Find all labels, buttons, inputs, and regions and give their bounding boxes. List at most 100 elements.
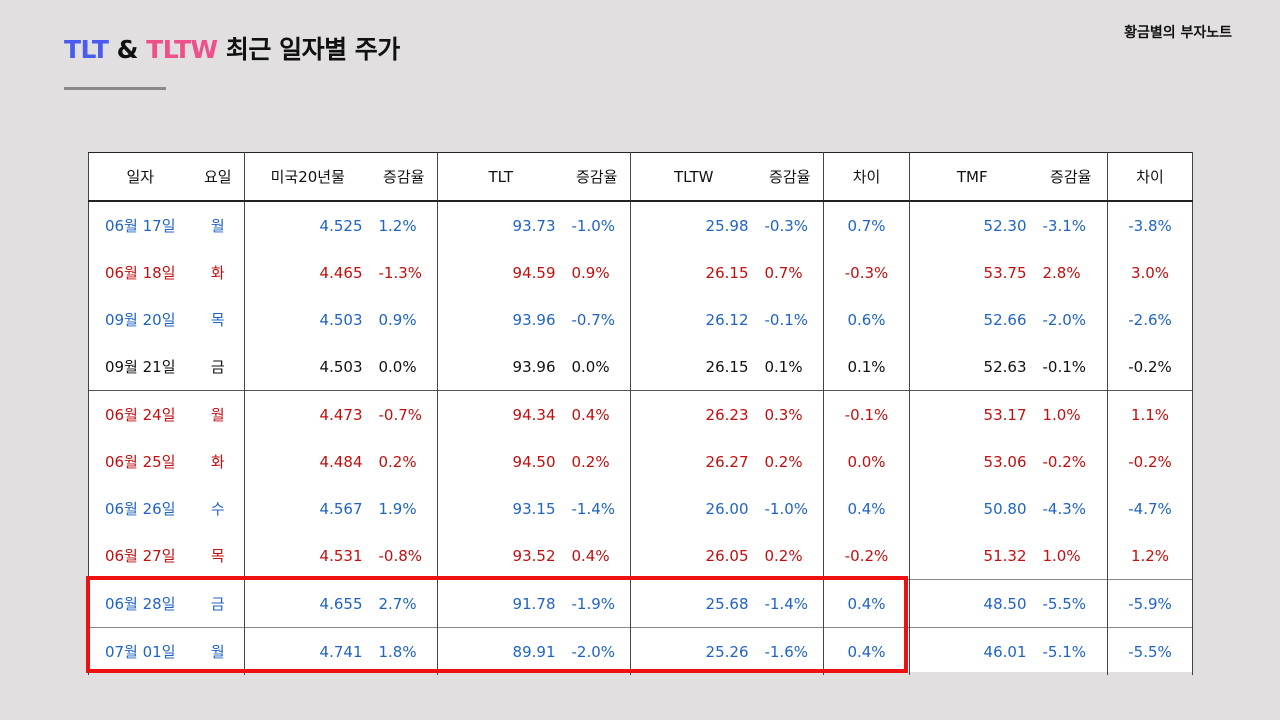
table-cell: 0.0% [563,343,631,391]
table-cell: 목 [191,532,245,580]
table-cell: 금 [191,343,245,391]
table-cell: 월 [191,390,245,438]
table-cell: -0.2% [1107,438,1193,485]
table-cell: 0.9% [370,296,438,343]
title-tltw: TLTW [146,35,218,64]
title-rest: 최근 일자별 주가 [225,35,400,64]
table-cell: 0.6% [823,296,910,343]
table-cell: 91.78 [437,579,564,628]
header-cell: 증감율 [756,152,824,202]
table-cell: 93.15 [512,499,556,518]
table-cell: 1.0% [1034,532,1108,580]
table-cell: 25.26 [630,627,757,675]
table-cell: 50.80 [983,499,1027,518]
header-cell: 요일 [191,152,245,202]
table-cell: 06월 17일 [88,201,192,249]
table-cell: -3.8% [1107,201,1193,249]
table-cell: 52.63 [983,357,1027,376]
price-table-container: 일자 요일 미국20년물 증감율 TLT 증감율 TLTW 증감율 차이 TMF… [88,152,1193,675]
table-cell: 53.06 [983,452,1027,471]
table-cell: 화 [191,249,245,296]
table-cell: 4.473 [244,390,371,438]
table-cell: -0.2% [1107,343,1193,391]
table-row: 06월 18일 화 4.465 -1.3% 94.59 0.9% 26.15 0.7% -0.3… [88,249,1193,296]
table-cell: 1.9% [370,485,438,532]
table-cell: 3.0% [1107,249,1193,296]
header-cell: 증감율 [1034,152,1108,202]
table-cell: -1.9% [563,579,631,628]
header-cell: TMF [909,152,1035,202]
header-cell: 미국20년물 [244,152,371,202]
table-cell: 25.98 [705,216,749,235]
table-cell: 93.96 [512,357,556,376]
table-cell: -1.3% [370,249,438,296]
table-cell: 93.52 [512,546,556,565]
table-cell: 26.00 [705,499,749,518]
table-cell: -0.2% [1034,438,1108,485]
table-cell: 94.50 [512,452,556,471]
table-cell: -0.7% [563,296,631,343]
table-row: 09월 20일 목 4.503 0.9% 93.96 -0.7% 26.12 -0.1% 0.6… [88,296,1193,343]
header-cell: 일자 [88,152,192,202]
table-cell: -2.0% [563,627,631,675]
table-cell: 4.525 [319,216,363,235]
table-cell: 1.8% [370,627,438,675]
table-cell: 06월 26일 [88,485,192,532]
table-cell: 93.96 [512,310,556,329]
table-cell: 0.9% [563,249,631,296]
table-cell: 월 [191,627,245,675]
table-row: 06월 17일 월 4.525 1.2% 93.73 -1.0% 25.98 -0.3% 0.7… [88,201,1193,249]
price-table: 일자 요일 미국20년물 증감율 TLT 증감율 TLTW 증감율 차이 TMF… [88,152,1193,675]
table-cell: -0.2% [823,532,910,580]
table-cell: 0.2% [756,532,824,580]
table-cell: -4.7% [1107,485,1193,532]
table-cell: 0.4% [563,390,631,438]
table-cell: -5.5% [1107,627,1193,675]
table-cell: 0.0% [370,343,438,391]
table-cell: -2.0% [1034,296,1108,343]
table-cell: 0.7% [756,249,824,296]
table-cell: 0.2% [563,438,631,485]
table-cell: 0.7% [823,201,910,249]
table-cell: 94.59 [512,263,556,282]
table-cell: 26.15 [705,357,749,376]
table-cell: 4.741 [244,627,371,675]
table-cell: 53.17 [909,390,1035,438]
table-cell: 93.73 [512,216,556,235]
table-row: 06월 24일 월 4.473 -0.7% 94.34 0.4% 26.23 0.3% -0.1… [88,390,1193,438]
table-cell: 0.4% [563,532,631,580]
table-cell: 2.7% [370,579,438,628]
table-row: 06월 28일 금 4.655 2.7% 91.78 -1.9% 25.68 -1.4% 0.4… [88,579,1193,628]
table-cell: 46.01 [909,627,1035,675]
table-cell: 89.91 [437,627,564,675]
table-cell: -0.3% [823,249,910,296]
table-cell: -0.1% [823,390,910,438]
header-cell: TLT [437,152,564,202]
header-cell: TLTW [630,152,757,202]
table-cell: 06월 28일 [88,579,192,628]
table-cell: 월 [191,201,245,249]
table-cell: 48.50 [909,579,1035,628]
table-cell: 수 [191,485,245,532]
table-cell: 25.68 [630,579,757,628]
table-cell: -1.4% [563,485,631,532]
table-cell: -3.1% [1034,201,1108,249]
table-cell: 4.531 [319,546,363,565]
table-cell: 52.30 [983,216,1027,235]
table-cell: -2.6% [1107,296,1193,343]
table-cell: 2.8% [1034,249,1108,296]
table-cell: 0.4% [823,485,910,532]
table-row: 06월 25일 화 4.484 0.2% 94.50 0.2% 26.27 0.2% 0.0% 5… [88,438,1193,485]
table-cell: 0.4% [823,627,910,675]
title-tlt: TLT [64,35,109,64]
table-cell: 1.2% [1107,532,1193,580]
table-cell: 51.32 [983,546,1027,565]
table-cell: 4.567 [319,499,363,518]
table-cell: 26.05 [705,546,749,565]
table-cell: 1.0% [1034,390,1108,438]
table-cell: 52.66 [983,310,1027,329]
header-cell: 증감율 [563,152,631,202]
table-cell: -1.0% [756,485,824,532]
table-cell: -1.6% [756,627,824,675]
table-cell: 화 [191,438,245,485]
